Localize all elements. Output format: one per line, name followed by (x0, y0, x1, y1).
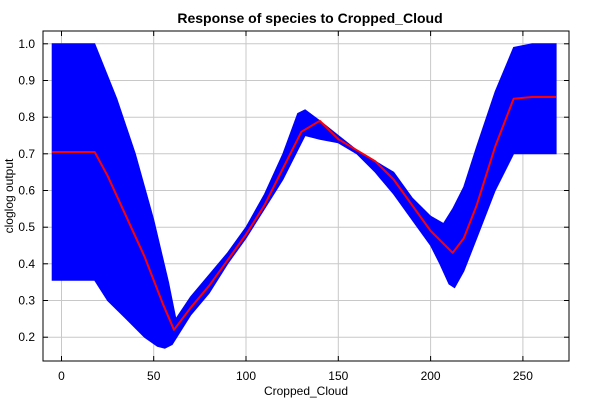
mean-line (52, 96, 557, 331)
x-tick-label: 150 (328, 369, 348, 383)
y-tick-label: 1.0 (18, 37, 35, 51)
y-tick-label: 0.6 (18, 184, 35, 198)
y-tick-label: 0.9 (18, 74, 35, 88)
y-tick-label: 0.4 (18, 257, 35, 271)
band-area (51, 43, 557, 349)
y-tick-label: 0.2 (18, 330, 35, 344)
y-tick-label: 0.3 (18, 294, 35, 308)
x-tick-label: 0 (58, 369, 65, 383)
x-axis-label: Cropped_Cloud (264, 384, 348, 398)
confidence-band (51, 43, 557, 349)
x-tick-label: 100 (236, 369, 256, 383)
x-tick-label: 250 (513, 369, 533, 383)
x-tick-label: 200 (421, 369, 441, 383)
y-tick-label: 0.5 (18, 220, 35, 234)
plot-frame (42, 30, 570, 362)
x-tick-label: 50 (147, 369, 161, 383)
y-axis-label: cloglog output (2, 158, 16, 233)
mean-response (52, 96, 557, 331)
y-tick-label: 0.7 (18, 147, 35, 161)
axis-ticks: 0 50 100 150 200 250 0.2 0.3 0.4 0.5 0.6 0.7 0.8 0.9 1… (18, 31, 569, 383)
y-tick-label: 0.8 (18, 110, 35, 124)
chart-title: Response of species to Cropped_Cloud (177, 10, 442, 26)
